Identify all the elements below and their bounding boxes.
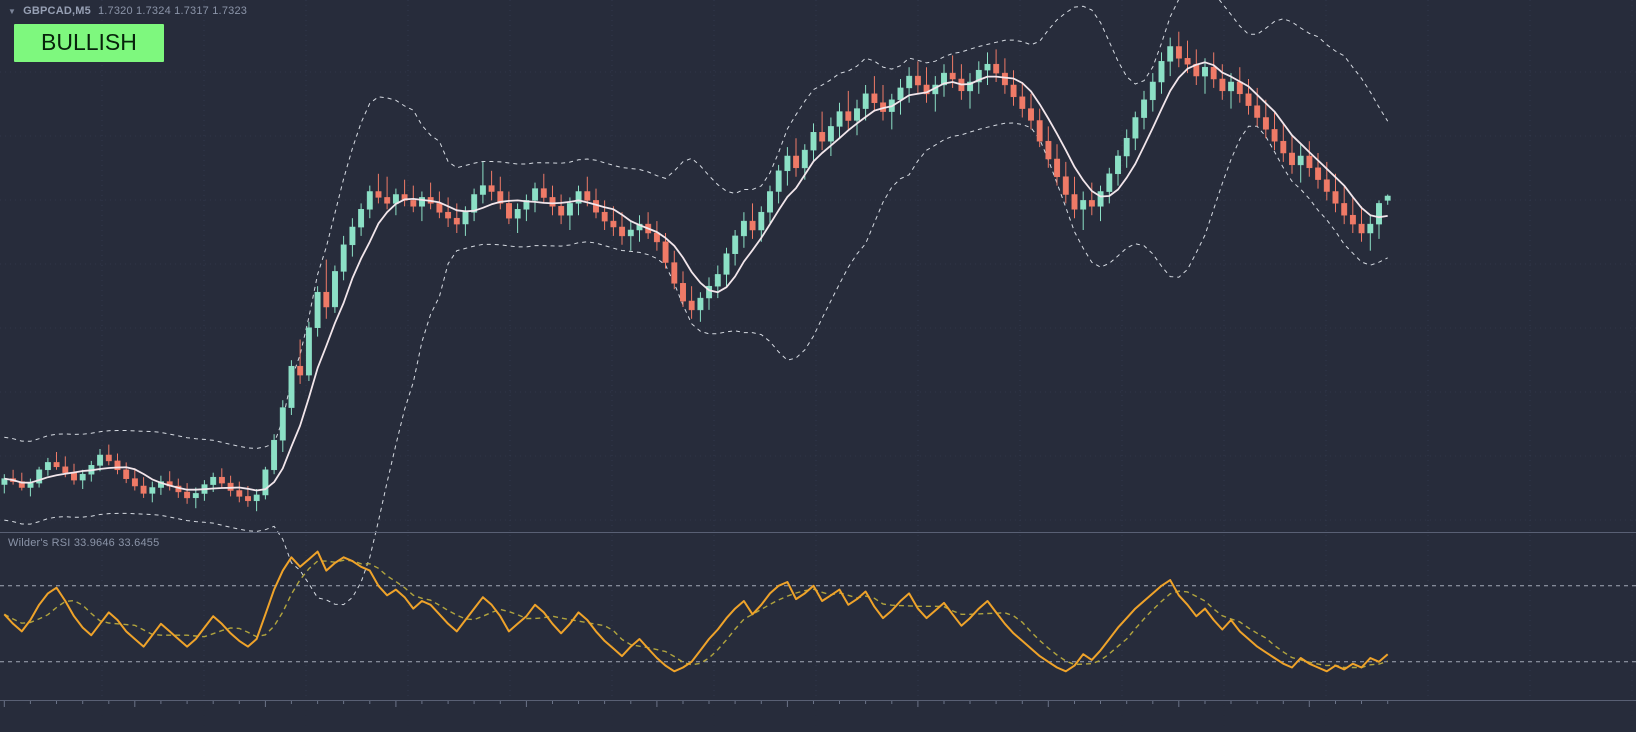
symbol-timeframe-label: GBPCAD,M5 [23, 5, 91, 17]
indicator-label: Wilder's RSI 33.9646 33.6455 [8, 537, 160, 549]
rsi-panel-layer [0, 550, 1636, 673]
rsi-signal-line [3, 559, 1388, 669]
chart-title-bar: ▼ GBPCAD,M5 1.7320 1.7324 1.7317 1.7323 [8, 5, 247, 17]
bollinger-bands-layer [4, 0, 1389, 606]
symbol-dropdown-caret-icon[interactable]: ▼ [8, 6, 17, 16]
moving-average-line [4, 61, 1388, 492]
time-axis[interactable] [3, 701, 1389, 707]
candles-layer [1, 31, 1391, 512]
signal-badge: BULLISH [14, 24, 164, 62]
quote-ohlc-values: 1.7320 1.7324 1.7317 1.7323 [97, 5, 248, 17]
rsi-main-line [3, 550, 1389, 673]
